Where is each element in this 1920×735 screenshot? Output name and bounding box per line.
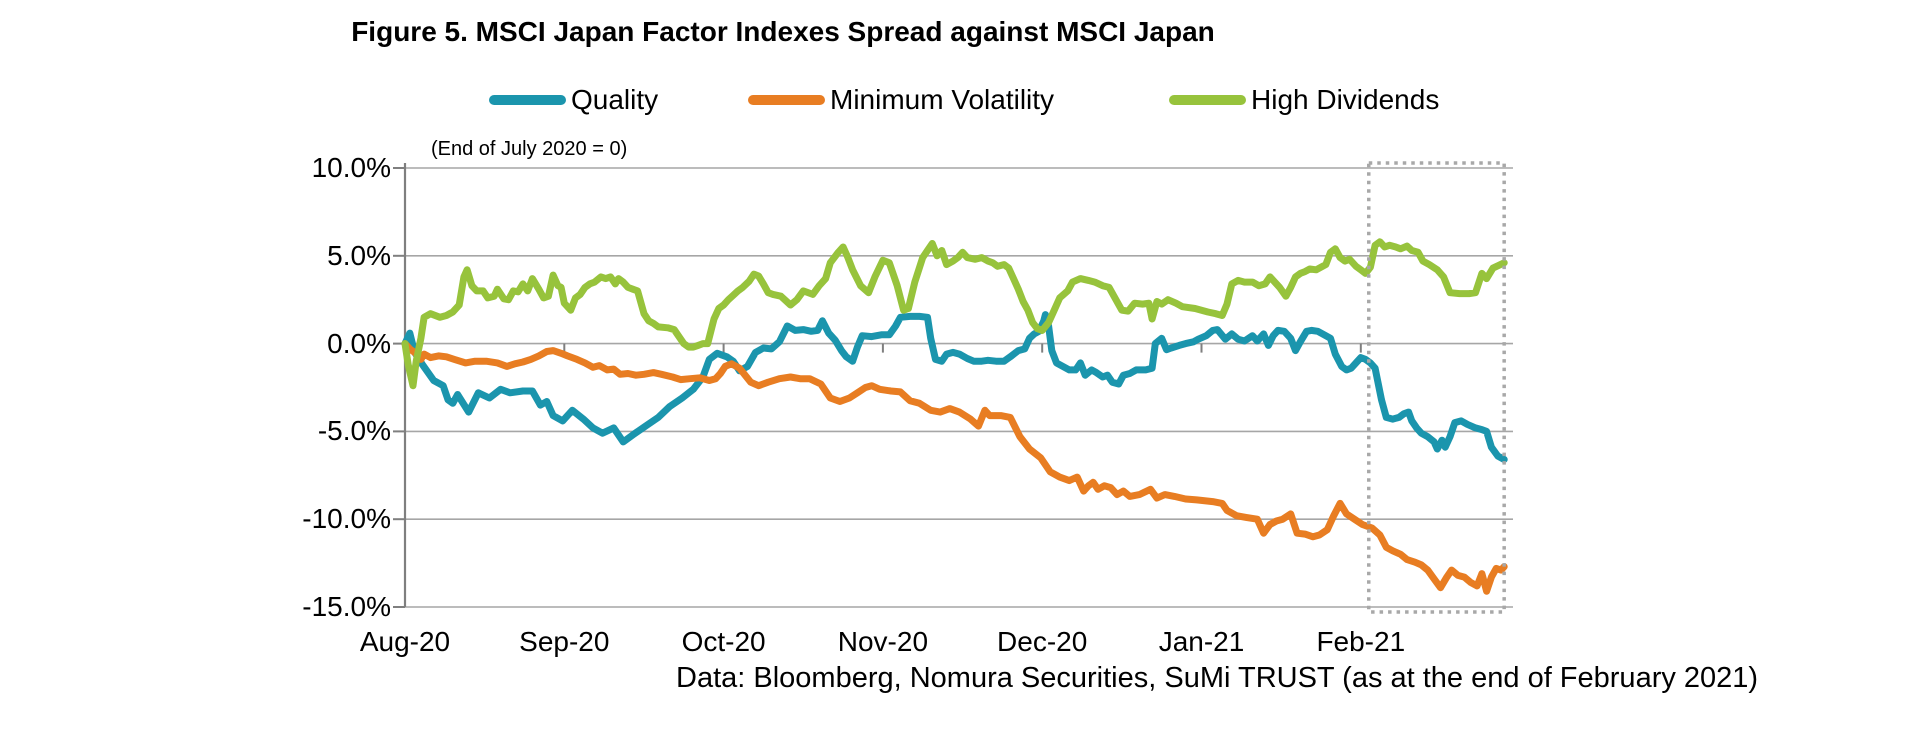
y-axis-label: 10.0% <box>311 152 391 183</box>
y-axis-label: -10.0% <box>302 503 391 535</box>
y-axis-label: -5.0% <box>317 415 391 447</box>
minimum-volatility-line-swatch-icon <box>748 95 825 105</box>
legend-item-high-dividends: High Dividends <box>1169 84 1439 116</box>
y-axis-label: 5.0% <box>327 239 391 271</box>
series-line-minimum-volatility <box>401 340 1508 595</box>
x-axis-label: Oct-20 <box>681 626 766 657</box>
baseline-note: (End of July 2020 = 0) <box>431 138 628 160</box>
feb-2021-highlight-box <box>1367 161 1506 614</box>
y-axis-label: -15.0% <box>302 591 391 622</box>
quality-line-swatch-icon <box>489 95 566 105</box>
x-axis-label: Dec-20 <box>997 626 1088 657</box>
legend-item-quality: Quality <box>489 84 658 116</box>
legend-label-quality: Quality <box>571 84 659 115</box>
series-line-high-dividends <box>401 238 1508 390</box>
legend-item-minimum-volatility: Minimum Volatility <box>748 84 1054 116</box>
series-line-quality <box>401 311 1508 463</box>
data-source-note: Data: Bloomberg, Nomura Securities, SuMi… <box>676 662 1759 694</box>
x-axis-label: Feb-21 <box>1316 626 1406 657</box>
x-axis-label: Aug-20 <box>359 626 451 657</box>
legend-label-minimum-volatility: Minimum Volatility <box>830 84 1055 115</box>
high-dividends-line-swatch-icon <box>1169 95 1246 105</box>
x-axis-label: Nov-20 <box>837 626 929 657</box>
y-axis-label: 0.0% <box>327 327 391 359</box>
x-axis-label: Sep-20 <box>519 626 610 657</box>
x-axis-label: Jan-21 <box>1158 626 1245 657</box>
chart-title: Figure 5. MSCI Japan Factor Indexes Spre… <box>351 16 1215 47</box>
legend-label-high-dividends: High Dividends <box>1251 84 1440 115</box>
